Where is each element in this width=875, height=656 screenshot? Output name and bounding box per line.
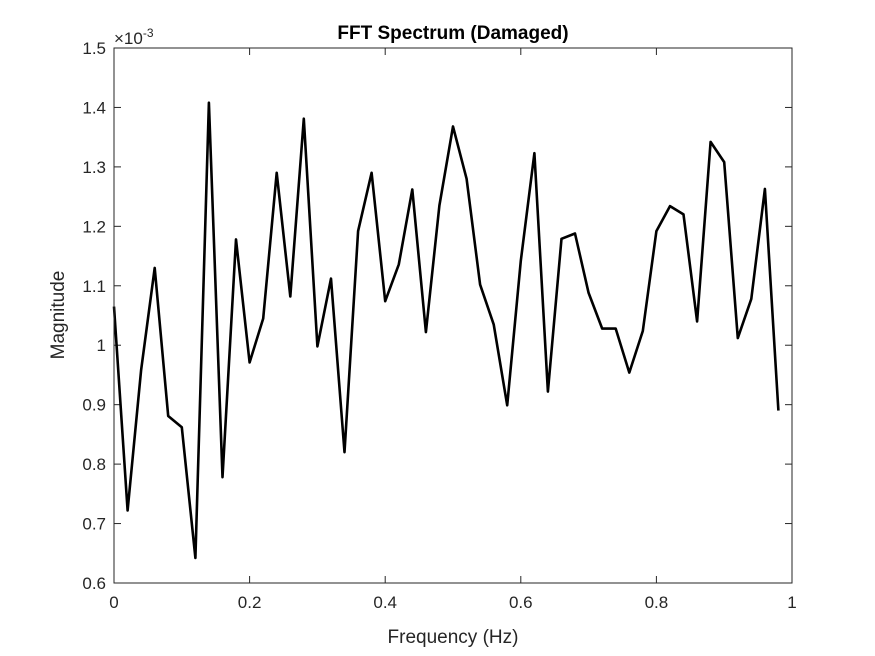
- y-axis-label: Magnitude: [48, 271, 69, 360]
- y-tick-label: 1.3: [82, 158, 106, 177]
- y-tick-label: 0.8: [82, 455, 106, 474]
- x-tick-label: 0: [109, 593, 118, 612]
- x-tick-label: 1: [787, 593, 796, 612]
- y-axis-exponent-power: -3: [143, 26, 154, 40]
- y-tick-label: 1.5: [82, 39, 106, 58]
- series-line: [112, 101, 780, 560]
- y-tick-label: 1.2: [82, 217, 106, 236]
- y-tick-label: 1.1: [82, 277, 106, 296]
- y-tick-label: 0.9: [82, 396, 106, 415]
- x-tick-label: 0.2: [238, 593, 262, 612]
- plot-frame: [113, 47, 793, 584]
- chart-title: FFT Spectrum (Damaged): [337, 23, 568, 44]
- axis-tick-labels: 0 0.2 0.4 0.6 0.8 1 0.6 0.7 0.8 0.9 1 1.1 1.2 1.3 1.4 1…: [82, 39, 796, 612]
- x-tick-label: 0.4: [373, 593, 397, 612]
- y-tick-label: 0.6: [82, 574, 106, 593]
- y-axis-exponent-base: ×10: [114, 29, 143, 48]
- y-tick-label: 1: [97, 336, 106, 355]
- y-tick-label: 1.4: [82, 98, 106, 117]
- plot-background: [114, 48, 792, 583]
- x-tick-label: 0.6: [509, 593, 533, 612]
- x-tick-label: 0.8: [645, 593, 669, 612]
- y-axis-exponent: ×10-3: [114, 26, 154, 48]
- y-tick-label: 0.7: [82, 515, 106, 534]
- x-axis-label: Frequency (Hz): [388, 627, 519, 648]
